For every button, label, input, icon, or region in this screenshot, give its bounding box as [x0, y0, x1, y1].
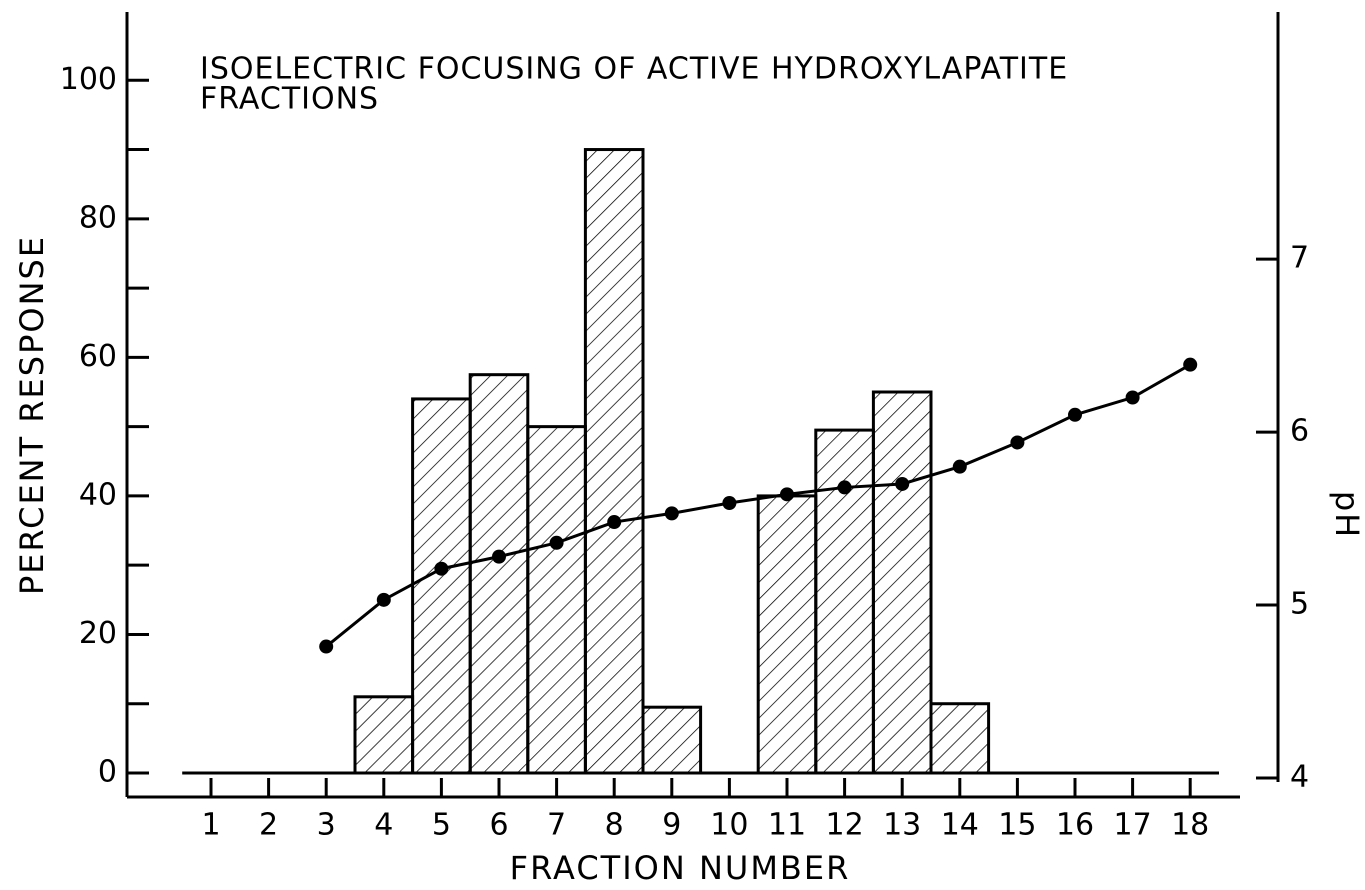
y-tick-label: 40 [79, 477, 117, 512]
point [722, 496, 737, 511]
bar [641, 705, 703, 775]
point [664, 506, 679, 521]
point [780, 487, 794, 502]
point [1125, 390, 1140, 405]
x-tick-label: 17 [1114, 808, 1152, 843]
point [1068, 407, 1082, 422]
bar [353, 695, 415, 775]
bar [468, 373, 530, 775]
x-tick-label: 9 [662, 808, 681, 843]
point [434, 561, 449, 576]
x-tick-label: 10 [710, 808, 748, 843]
point [1010, 435, 1025, 450]
x-tick-label: 18 [1171, 808, 1209, 843]
x-tick-label: 4 [374, 808, 393, 843]
y2-tick-label: 5 [1290, 587, 1309, 622]
x-axis-label: FRACTION NUMBER [510, 849, 851, 887]
x-tick-label: 11 [768, 808, 806, 843]
chart-title: FRACTIONS [200, 82, 379, 117]
point [376, 592, 391, 607]
point [549, 535, 564, 550]
y-axis-label: PERCENT RESPONSE [13, 235, 51, 595]
x-tick-label: 8 [605, 808, 624, 843]
y-tick-label: 80 [79, 200, 117, 235]
x-tick-label: 2 [259, 808, 278, 843]
y-tick-label: 100 [60, 62, 117, 97]
point [952, 459, 967, 474]
y2-tick-label: 6 [1290, 414, 1309, 449]
bar [526, 425, 587, 775]
bar [411, 397, 472, 775]
chart-title: ISOELECTRIC FOCUSING OF ACTIVE HYDROXYLA… [200, 52, 1068, 87]
x-tick-label: 12 [826, 808, 864, 843]
x-tick-label: 6 [489, 808, 508, 843]
x-tick-label: 16 [1056, 808, 1094, 843]
point [1183, 357, 1198, 372]
y-tick-label: 0 [98, 755, 117, 790]
bar [929, 702, 991, 775]
x-tick-label: 7 [547, 808, 566, 843]
line [325, 363, 1191, 648]
x-tick-label: 13 [883, 808, 921, 843]
y2-axis-label: pH [1328, 491, 1365, 539]
y2-tick-label: 7 [1290, 241, 1309, 276]
y2-tick-label: 4 [1290, 760, 1309, 795]
x-tick-label: 14 [941, 808, 979, 843]
point [492, 549, 506, 564]
y-tick-label: 60 [79, 339, 117, 374]
bar [583, 148, 645, 775]
point [319, 639, 334, 654]
point [607, 515, 622, 530]
bar [871, 390, 933, 775]
x-tick-label: 3 [317, 808, 336, 843]
x-tick-label: 5 [432, 808, 451, 843]
point [837, 480, 852, 495]
y-tick-label: 20 [79, 616, 117, 651]
bar [756, 494, 818, 775]
x-tick-label: 15 [998, 808, 1036, 843]
point [895, 476, 910, 491]
x-tick-label: 1 [201, 808, 220, 843]
